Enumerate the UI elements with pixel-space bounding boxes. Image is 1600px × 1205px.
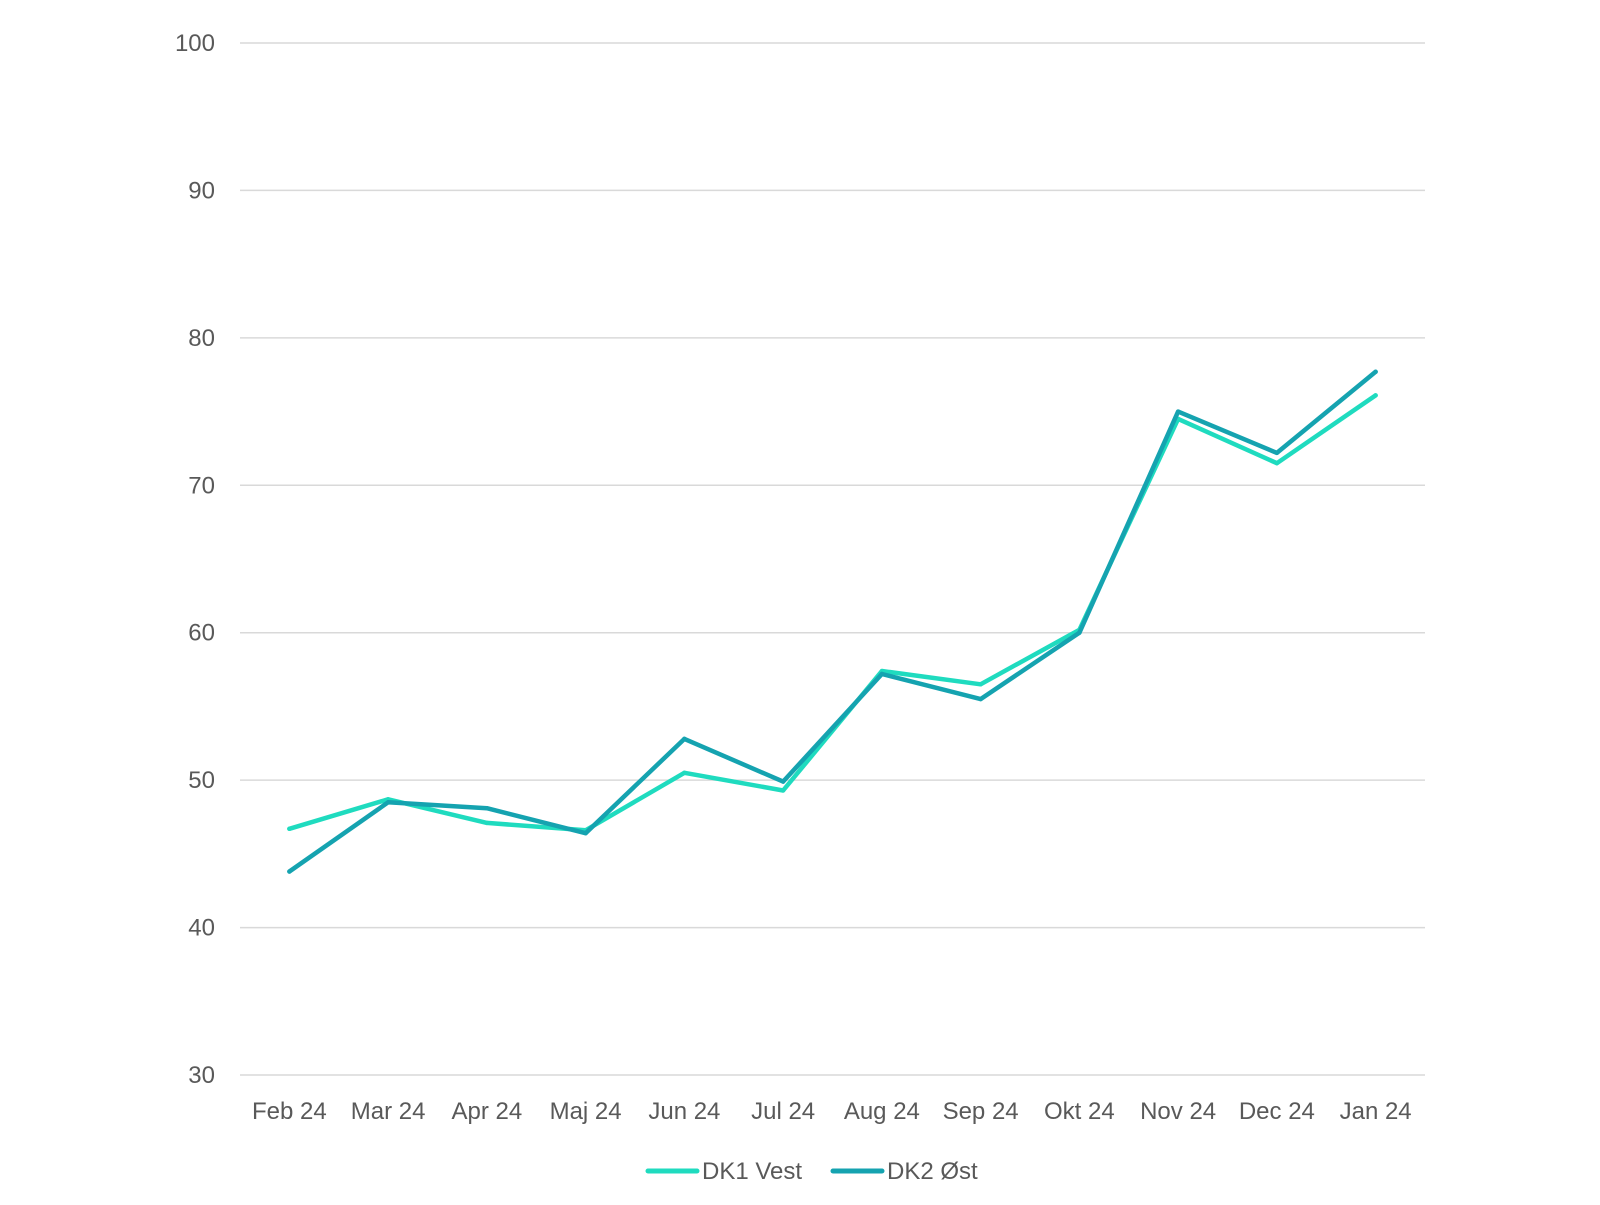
legend: DK1 Vest DK2 Øst xyxy=(645,1158,978,1185)
x-tick-label: Jan 24 xyxy=(1340,1098,1412,1125)
x-tick-label: Apr 24 xyxy=(452,1098,523,1125)
data-point xyxy=(1373,369,1378,374)
data-point xyxy=(287,826,292,831)
legend-label: DK2 Øst xyxy=(887,1158,978,1185)
data-point xyxy=(682,770,687,775)
x-tick-label: Feb 24 xyxy=(252,1098,327,1125)
data-point xyxy=(978,696,983,702)
legend-label: DK1 Vest xyxy=(702,1158,802,1185)
x-tick-label: Mar 24 xyxy=(351,1098,426,1125)
x-tick-label: Aug 24 xyxy=(844,1098,920,1125)
data-point xyxy=(1373,393,1378,398)
data-point xyxy=(978,682,983,687)
x-tick-label: Jul 24 xyxy=(751,1098,815,1125)
x-tick-label: Jun 24 xyxy=(648,1098,720,1125)
data-point xyxy=(583,831,588,836)
y-tick-label: 100 xyxy=(175,30,215,57)
data-point xyxy=(484,805,490,811)
series-line-2 xyxy=(287,369,1378,874)
y-tick-label: 80 xyxy=(188,325,215,352)
data-point xyxy=(484,820,490,826)
y-tick-label: 40 xyxy=(188,915,215,942)
data-point xyxy=(879,671,885,677)
y-tick-label: 30 xyxy=(188,1062,215,1089)
x-axis-tick-labels: Feb 24 Mar 24 Apr 24 Maj 24 Jun 24 Jul 24 Aug … xyxy=(252,1098,1412,1125)
x-tick-label: Nov 24 xyxy=(1140,1098,1216,1125)
data-point xyxy=(287,869,292,874)
series-lines xyxy=(287,369,1378,874)
data-point xyxy=(780,788,786,793)
y-tick-label: 50 xyxy=(188,767,215,794)
series-line-1 xyxy=(287,393,1378,833)
data-point xyxy=(682,736,687,742)
data-point xyxy=(1274,460,1280,466)
x-tick-label: Dec 24 xyxy=(1239,1098,1315,1125)
data-point xyxy=(1274,450,1280,456)
data-point xyxy=(1077,630,1082,635)
y-tick-label: 70 xyxy=(188,472,215,499)
y-tick-label: 60 xyxy=(188,620,215,647)
y-tick-label: 90 xyxy=(188,177,215,204)
y-axis-tick-labels: 30 40 50 60 70 80 90 100 xyxy=(175,30,215,1089)
data-point xyxy=(780,779,786,784)
data-point xyxy=(385,800,391,805)
x-tick-label: Sep 24 xyxy=(943,1098,1019,1125)
data-point xyxy=(1175,409,1181,414)
x-tick-label: Maj 24 xyxy=(550,1098,622,1125)
x-tick-label: Okt 24 xyxy=(1044,1098,1115,1125)
gridlines xyxy=(240,42,1425,1076)
